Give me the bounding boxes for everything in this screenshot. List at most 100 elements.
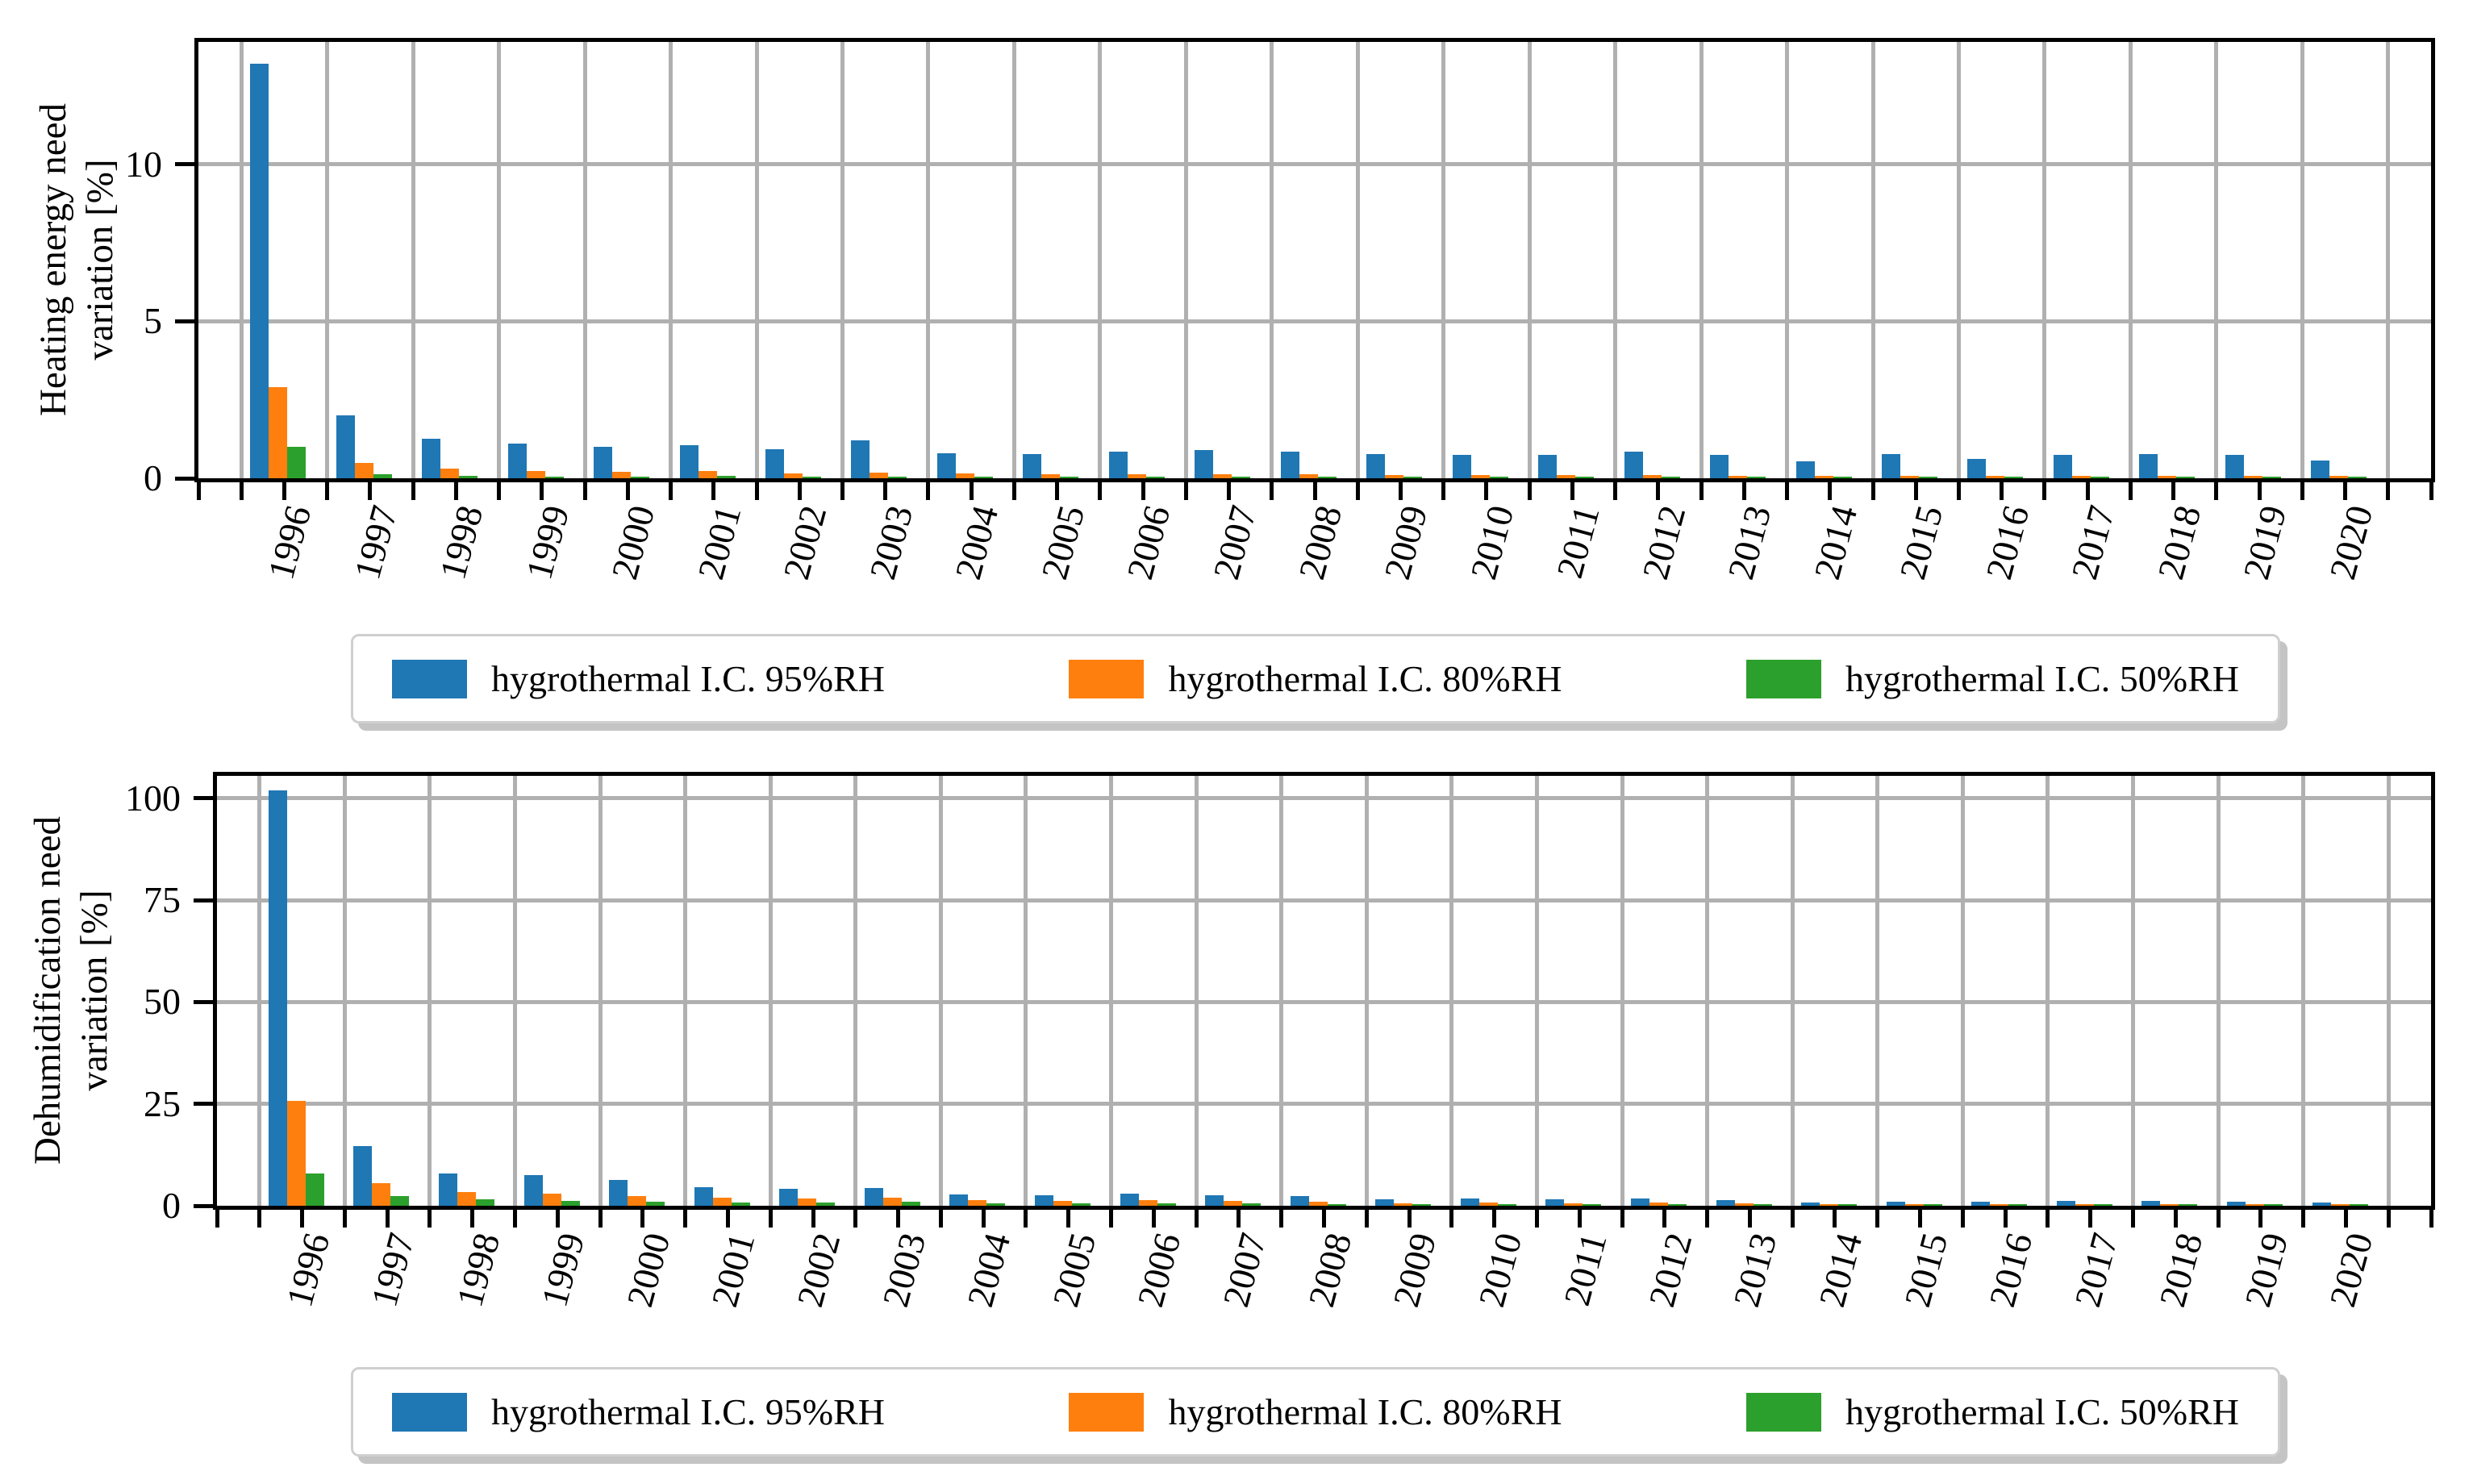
- bar-segment: [2093, 1204, 2112, 1206]
- x-axis-tick: [969, 481, 974, 500]
- gridline-vertical: [2301, 776, 2306, 1206]
- bar-segment: [1157, 1203, 1176, 1206]
- bar-segment: [1545, 1198, 1565, 1206]
- x-tick-label: 2018: [2149, 501, 2208, 584]
- gridline-vertical: [239, 42, 244, 478]
- x-axis-tick: [711, 481, 716, 500]
- bar-segment: [440, 469, 460, 478]
- bar-segment: [1919, 477, 1937, 478]
- bar-segment: [694, 1187, 713, 1206]
- x-tick-label: 1999: [533, 1228, 593, 1311]
- bar-segment: [1801, 1202, 1820, 1206]
- y-axis-tick: [194, 1203, 213, 1208]
- bar-segment: [2329, 476, 2349, 478]
- bar-segment: [1041, 473, 1061, 478]
- bar-segment: [901, 1202, 920, 1206]
- x-tick-label: 2020: [2321, 501, 2380, 584]
- bar-segment: [1308, 1202, 1328, 1206]
- bar-segment: [1280, 451, 1299, 478]
- bar-segment: [974, 477, 993, 478]
- x-axis-tick: [2300, 481, 2304, 500]
- bar-segment: [1327, 1203, 1346, 1206]
- bar-segment: [2176, 477, 2196, 478]
- x-tick-label: 2015: [1891, 501, 1951, 584]
- bar-segment: [1838, 1204, 1858, 1206]
- bar-segment: [968, 1200, 987, 1206]
- bar-segment: [1564, 1203, 1583, 1206]
- bar-segment: [1108, 451, 1128, 478]
- x-tick-label: 2018: [2151, 1228, 2211, 1311]
- gridline-vertical: [427, 776, 432, 1206]
- bar-segment: [1138, 1199, 1157, 1206]
- gridline-vertical: [598, 776, 603, 1206]
- gridline-vertical: [1024, 776, 1028, 1206]
- gridline-vertical: [768, 776, 773, 1206]
- x-tick-label: 1998: [432, 501, 491, 584]
- x-tick-label: 2016: [1981, 1228, 2041, 1311]
- gridline-vertical: [1364, 776, 1369, 1206]
- bar-segment: [1971, 1202, 1991, 1206]
- legend-item-50rh: hygrothermal I.C. 50%RH: [1745, 1390, 2239, 1433]
- x-tick-label: 2000: [603, 501, 663, 584]
- x-tick-label: 2011: [1549, 501, 1608, 582]
- x-axis-tick: [1441, 481, 1446, 500]
- x-axis-tick: [1270, 481, 1274, 500]
- x-tick-label: 2015: [1895, 1228, 1955, 1311]
- gridline-vertical: [1279, 776, 1284, 1206]
- x-axis-tick: [555, 1208, 560, 1228]
- legend-item-50rh: hygrothermal I.C. 50%RH: [1745, 657, 2239, 700]
- gridline-vertical: [2130, 776, 2135, 1206]
- legend-swatch-50rh-icon: [1745, 659, 1821, 698]
- x-tick-label: 2011: [1555, 1228, 1615, 1310]
- y-axis-tick: [194, 796, 213, 801]
- gridline-vertical: [2046, 776, 2050, 1206]
- bar-segment: [1986, 475, 2005, 478]
- bar-segment: [1729, 476, 1748, 478]
- x-axis-tick: [2003, 1208, 2008, 1228]
- x-tick-label: 1997: [346, 501, 406, 584]
- bar-segment: [1205, 1195, 1224, 1206]
- x-axis-tick: [2216, 1208, 2221, 1228]
- x-tick-label: 2019: [2235, 501, 2295, 584]
- bar-segment: [353, 1146, 373, 1206]
- x-axis-tick: [1870, 481, 1875, 500]
- y-axis-tick: [194, 1102, 213, 1107]
- x-axis-tick: [1449, 1208, 1454, 1228]
- x-axis-tick: [896, 1208, 901, 1228]
- bar-segment: [936, 452, 956, 478]
- gridline-vertical: [1270, 42, 1274, 478]
- bar-segment: [1403, 477, 1423, 478]
- x-axis-tick: [1785, 481, 1790, 500]
- x-tick-label: 2013: [1720, 501, 1779, 584]
- bar-segment: [1734, 1203, 1754, 1206]
- bar-segment: [765, 449, 784, 478]
- bar-segment: [986, 1203, 1006, 1206]
- gridline-vertical: [1534, 776, 1539, 1206]
- legend-swatch-80rh-icon: [1069, 1392, 1145, 1432]
- bar-segment: [1145, 477, 1165, 478]
- legend-label-50rh: hygrothermal I.C. 50%RH: [1845, 1391, 2239, 1432]
- x-tick-label: 1997: [363, 1228, 423, 1311]
- gridline-vertical: [325, 42, 330, 478]
- y-tick-label: 0: [162, 1185, 181, 1226]
- bar-segment: [1452, 455, 1471, 478]
- bar-segment: [250, 64, 269, 478]
- bar-segment: [1290, 1196, 1309, 1206]
- y-tick-label: 100: [125, 777, 181, 819]
- bar-segment: [1624, 451, 1643, 478]
- x-axis-tick: [2429, 481, 2433, 500]
- gridline-vertical: [2128, 42, 2133, 478]
- gridline-vertical: [2300, 42, 2304, 478]
- x-axis-tick: [926, 481, 931, 500]
- x-axis-tick: [2257, 481, 2262, 500]
- x-tick-label: 1999: [518, 501, 578, 584]
- x-axis-tick: [1875, 1208, 1880, 1228]
- bar-segment: [1213, 473, 1232, 478]
- x-tick-label: 1996: [260, 501, 319, 584]
- y-tick-label: 50: [144, 981, 181, 1023]
- gridline-vertical: [1790, 776, 1795, 1206]
- legend-label-95rh: hygrothermal I.C. 95%RH: [491, 658, 886, 699]
- x-tick-label: 2016: [1977, 501, 2037, 584]
- x-axis-tick: [1109, 1208, 1114, 1228]
- bar-segment: [1120, 1193, 1139, 1206]
